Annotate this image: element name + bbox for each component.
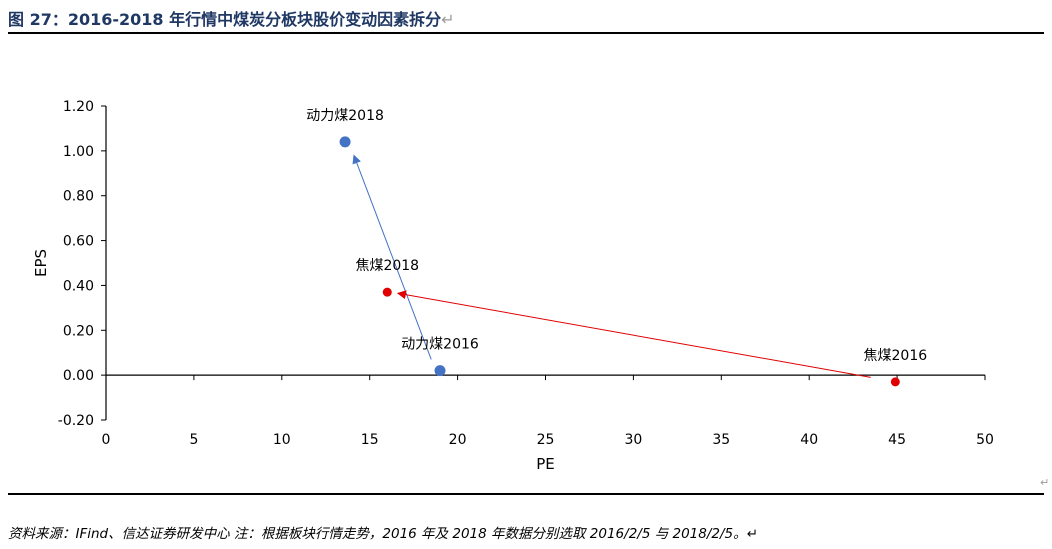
data-point bbox=[890, 377, 900, 387]
y-tick-label: 1.00 bbox=[63, 144, 94, 160]
x-tick-label: 35 bbox=[712, 432, 730, 448]
side-paragraph-mark: ↵ bbox=[1040, 476, 1050, 489]
x-tick-label: 0 bbox=[102, 432, 111, 448]
x-axis-ticks: 0 5 10 15 20 25 30 35 40 45 50 bbox=[102, 375, 994, 448]
bottom-rule bbox=[8, 493, 1044, 495]
data-point-label: 动力煤2018 bbox=[306, 108, 384, 124]
x-tick-label: 50 bbox=[976, 432, 994, 448]
y-axis-ticks: 1.20 1.00 0.80 0.60 0.40 0.20 0.00 -0.20 bbox=[58, 99, 106, 429]
trend-arrow bbox=[396, 290, 871, 378]
y-tick-label: 0.40 bbox=[63, 278, 94, 294]
data-point-label: 动力煤2016 bbox=[401, 337, 479, 353]
y-tick-label: 0.60 bbox=[63, 234, 94, 250]
y-axis-label: EPS bbox=[32, 249, 50, 277]
figure-title: 图 27：2016-2018 年行情中煤炭分板块股价变动因素拆分↵ bbox=[8, 10, 455, 29]
x-tick-label: 10 bbox=[273, 432, 291, 448]
y-tick-label: -0.20 bbox=[58, 413, 94, 429]
arrow-layer bbox=[352, 154, 871, 378]
x-tick-label: 15 bbox=[361, 432, 379, 448]
x-axis-label: PE bbox=[536, 455, 555, 473]
paragraph-mark: ↵ bbox=[441, 10, 455, 29]
data-point bbox=[339, 136, 351, 148]
y-tick-label: 0.80 bbox=[63, 189, 94, 205]
data-point-label: 焦煤2018 bbox=[355, 258, 419, 274]
y-tick-label: 0.20 bbox=[63, 323, 94, 339]
x-tick-label: 5 bbox=[189, 432, 198, 448]
x-tick-label: 40 bbox=[800, 432, 818, 448]
point-layer bbox=[339, 136, 900, 387]
data-point-label: 焦煤2016 bbox=[864, 348, 928, 364]
data-point bbox=[382, 287, 392, 297]
y-tick-label: 1.20 bbox=[63, 99, 94, 115]
source-note: 资料来源：IFind、信达证券研发中心 注：根据板块行情走势，2016 年及 2… bbox=[8, 526, 758, 542]
x-tick-label: 20 bbox=[449, 432, 467, 448]
x-tick-label: 30 bbox=[624, 432, 642, 448]
top-rule bbox=[8, 32, 1044, 34]
y-tick-label: 0.00 bbox=[63, 368, 94, 384]
point-label-layer: 动力煤2016 动力煤2018 焦煤2016 焦煤2018 bbox=[306, 108, 927, 364]
x-tick-label: 45 bbox=[888, 432, 906, 448]
x-tick-label: 25 bbox=[537, 432, 555, 448]
data-point bbox=[434, 365, 446, 377]
trend-arrow bbox=[352, 154, 432, 360]
